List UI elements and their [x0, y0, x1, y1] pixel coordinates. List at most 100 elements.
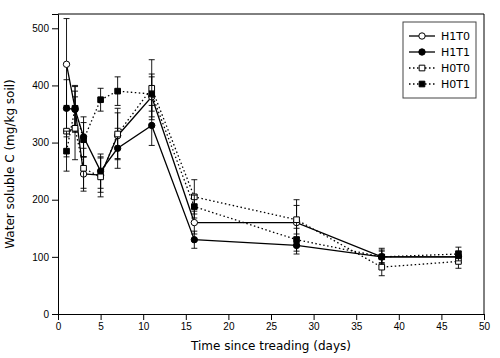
data-point [149, 91, 155, 97]
x-axis-tick: 0 [56, 314, 62, 332]
y-axis-tick-label: 500 [32, 23, 49, 34]
frame-right [484, 14, 485, 314]
data-point [81, 165, 87, 171]
data-point [81, 137, 87, 143]
error-bar [115, 108, 121, 159]
error-bar [98, 157, 104, 197]
data-point [191, 237, 197, 243]
error-bar [294, 228, 300, 251]
data-point [72, 105, 78, 111]
error-bar [115, 77, 121, 106]
series-line [67, 91, 459, 257]
x-axis-tick-label: 40 [394, 321, 406, 332]
plot-area: 051015202530354045500100200300400500H1T0… [32, 14, 490, 332]
x-axis: 05101520253035404550 [56, 314, 491, 332]
legend-item: H0T1 [409, 78, 470, 91]
error-bar [81, 123, 87, 157]
x-axis-tick: 40 [394, 314, 406, 332]
error-bar [72, 85, 78, 131]
data-point [115, 131, 121, 137]
data-point [72, 125, 78, 131]
y-axis-tick-mark [52, 28, 58, 29]
x-axis-tick: 20 [223, 314, 235, 332]
error-bar [294, 200, 300, 246]
x-axis-tick-label: 20 [223, 321, 235, 332]
x-axis-tick-mark [143, 314, 144, 320]
x-axis-tick-mark [441, 314, 442, 320]
x-axis-tick: 15 [181, 314, 193, 332]
series [64, 77, 462, 264]
x-axis-tick-mark [186, 314, 187, 320]
data-layer [63, 19, 461, 276]
legend: H1T0H1T1H0T0H0T1 [403, 22, 476, 98]
legend-frame [403, 22, 476, 98]
error-bar [98, 88, 104, 111]
frame-top [58, 14, 484, 15]
series-line [67, 64, 459, 257]
error-bar [379, 250, 385, 264]
data-point [379, 254, 385, 260]
series-line [67, 108, 459, 257]
legend-swatch-marker [419, 81, 425, 87]
x-axis-title: Time since treading (days) [190, 339, 351, 353]
y-axis-tick: 0 [43, 309, 58, 320]
error-bar [72, 97, 78, 160]
x-axis-tick-mark [101, 314, 102, 320]
data-point [379, 254, 385, 260]
y-axis: 0100200300400500 [32, 15, 58, 320]
y-axis-tick-mark [52, 85, 58, 86]
legend-swatch-marker [419, 65, 425, 71]
x-axis-tick-label: 10 [138, 321, 150, 332]
legend-label: H1T1 [441, 46, 470, 59]
legend-label: H0T0 [441, 62, 470, 75]
data-point [456, 251, 462, 257]
legend-swatch-marker [419, 33, 425, 39]
series [63, 80, 461, 263]
y-axis-tick-label: 0 [43, 309, 49, 320]
x-axis-tick-mark [314, 314, 315, 320]
x-axis-line [59, 315, 485, 321]
y-axis-tick: 100 [32, 252, 58, 263]
y-axis-tick: 300 [32, 137, 58, 148]
x-axis-tick-label: 30 [309, 321, 321, 332]
legend-item: H1T1 [409, 46, 470, 59]
data-point [63, 61, 69, 67]
data-point [98, 97, 104, 103]
y-axis-tick-label: 200 [32, 194, 49, 205]
error-bar [72, 87, 78, 133]
series-line [67, 88, 459, 267]
x-axis-tick: 10 [138, 314, 150, 332]
y-axis-tick-label: 100 [32, 252, 49, 263]
x-axis-tick-mark [484, 314, 485, 320]
x-axis-tick-label: 5 [98, 321, 104, 332]
data-point [72, 105, 78, 111]
x-axis-tick: 25 [266, 314, 278, 332]
data-point [191, 219, 197, 225]
data-point [191, 204, 197, 210]
y-axis-line [52, 15, 59, 315]
x-axis-tick-mark [271, 314, 272, 320]
error-bar [191, 195, 197, 218]
data-point [149, 122, 155, 128]
y-axis-tick-mark [52, 200, 58, 201]
x-axis-tick-mark [356, 314, 357, 320]
error-bar [455, 247, 461, 261]
y-axis-tick: 200 [32, 194, 58, 205]
data-point [294, 217, 300, 223]
legend-swatch-marker [419, 49, 425, 55]
data-point [294, 237, 300, 243]
x-axis-tick-mark [228, 314, 229, 320]
error-bar [149, 77, 155, 111]
y-axis-tick-mark [52, 314, 58, 315]
data-point [98, 174, 104, 180]
y-axis-tick-mark [52, 143, 58, 144]
x-axis-tick: 50 [479, 314, 491, 332]
error-bar [72, 91, 78, 125]
legend-label: H0T1 [441, 78, 470, 91]
y-axis-title: Water soluble C (mg/kg soil) [3, 79, 17, 249]
chart-container: 051015202530354045500100200300400500H1T0… [0, 0, 500, 358]
error-bar [379, 248, 385, 265]
chart-svg: 051015202530354045500100200300400500H1T0… [0, 0, 500, 358]
series [64, 60, 462, 276]
x-axis-tick-label: 45 [436, 321, 448, 332]
